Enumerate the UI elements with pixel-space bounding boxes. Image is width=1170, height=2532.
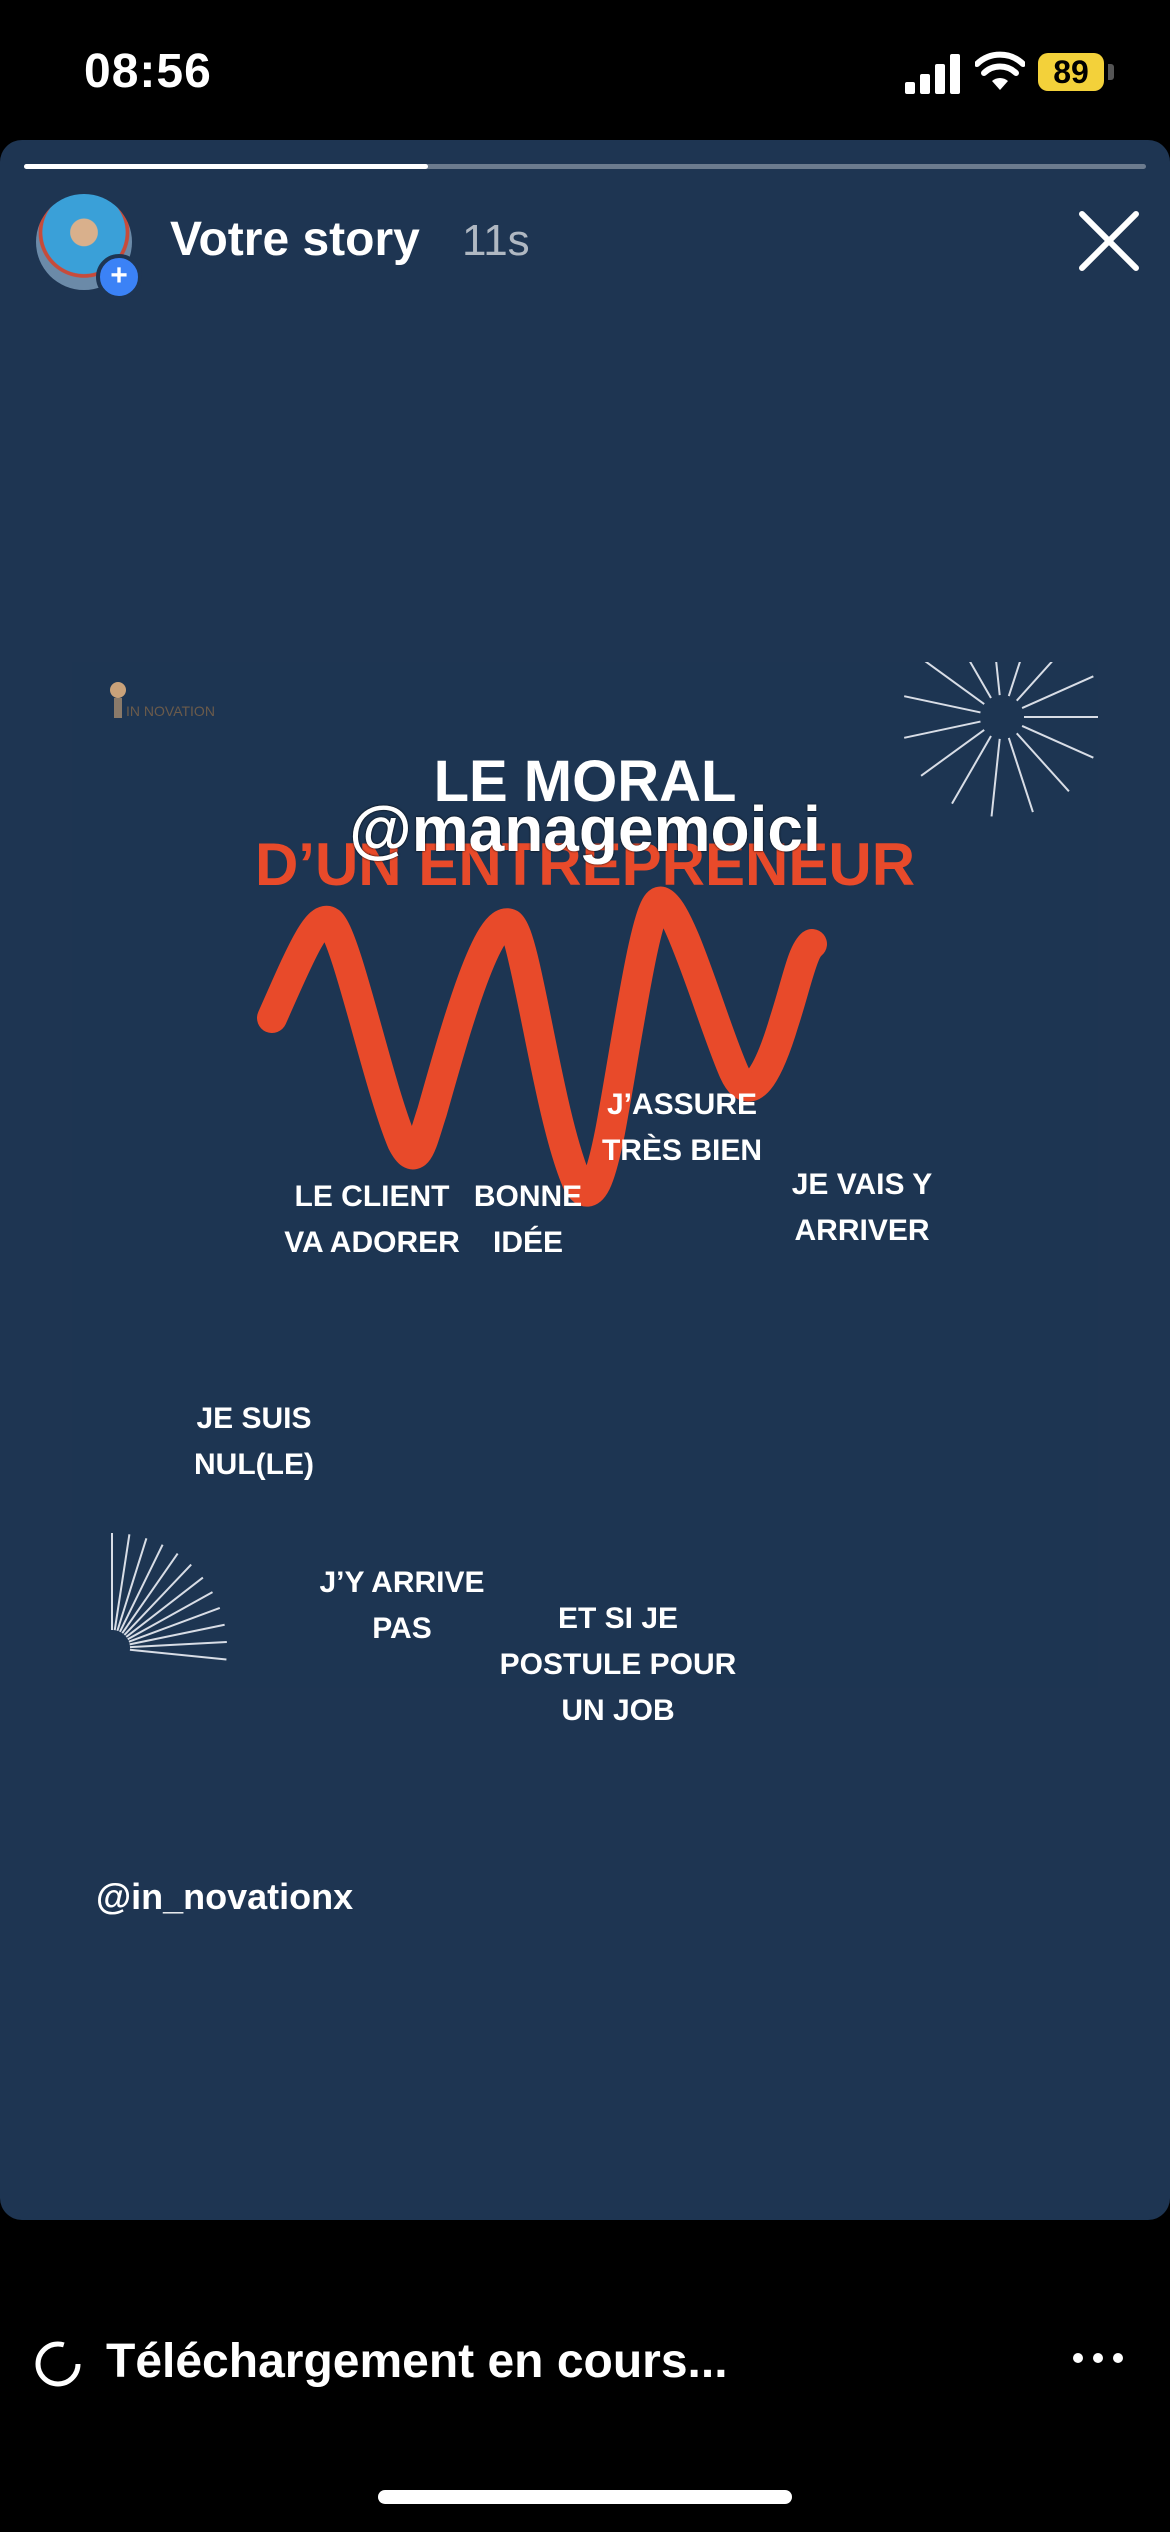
sparkle-decoration: [903, 662, 1098, 817]
sparkle-ray: [129, 1641, 227, 1649]
sparkle-ray: [129, 1623, 225, 1646]
mood-wave-graphic: [257, 886, 827, 1207]
sparkle-ray: [1015, 732, 1070, 792]
wave-label-bonne-idee: BONNE IDÉE: [473, 1180, 583, 1259]
brand-logo-text: IN NOVATION: [126, 703, 215, 719]
wifi-icon: [975, 51, 1025, 90]
sparkle-ray: [116, 1537, 148, 1632]
sparkle-ray: [990, 738, 1001, 817]
sparkle-ray: [125, 1576, 204, 1638]
wave-label-je-suis: JE SUIS NUL(LE): [194, 1402, 314, 1481]
story-owner-title[interactable]: Votre story: [170, 213, 420, 266]
add-story-icon[interactable]: +: [96, 254, 142, 300]
brand-logo: IN NOVATION: [110, 682, 215, 719]
wave-label-je-vais: JE VAIS Y ARRIVER: [791, 1168, 933, 1247]
loading-spinner-icon: [35, 2341, 81, 2387]
sparkle-ray: [121, 1553, 179, 1634]
sparkle-decoration: [111, 1533, 227, 1661]
sparkle-ray: [1021, 725, 1094, 759]
sparkle-ray: [129, 1648, 227, 1661]
more-options-icon[interactable]: [1068, 2348, 1128, 2368]
mention-sticker[interactable]: @managemoici: [349, 793, 821, 865]
sparkle-ray: [924, 662, 985, 705]
story-post-image: IN NOVATION LE MORAL D’UN ENTREPRENEUR @…: [72, 662, 1098, 1727]
wave-label-et-si: ET SI JE POSTULE POUR UN JOB: [499, 1602, 737, 1727]
battery-indicator: 89: [1038, 53, 1104, 91]
sparkle-ray: [128, 1607, 221, 1643]
battery-nub: [1108, 64, 1114, 80]
cellular-signal-icon: [905, 54, 960, 94]
story-timestamp: 11s: [462, 216, 530, 265]
credit-mention[interactable]: @in_novationx: [96, 1876, 354, 1917]
sparkle-ray: [969, 662, 992, 699]
sparkle-ray: [127, 1591, 213, 1641]
wave-label-le-client: LE CLIENT VA ADORER: [284, 1180, 460, 1259]
upload-status-text: Téléchargement en cours...: [106, 2335, 728, 2388]
sparkle-ray: [951, 735, 992, 805]
clock: 08:56: [84, 45, 212, 98]
sparkle-ray: [903, 720, 981, 739]
status-bar: 08:56 89: [0, 0, 1170, 140]
story-progress-bar: [24, 164, 1146, 169]
bottom-bar: Téléchargement en cours...: [0, 2220, 1170, 2532]
sparkle-ray: [995, 662, 1001, 696]
story-progress-fill: [24, 164, 428, 169]
sparkle-ray: [1021, 675, 1094, 709]
sparkle-ray: [1015, 662, 1053, 702]
sparkle-ray: [119, 1544, 164, 1633]
sparkle-ray: [1007, 662, 1021, 697]
sparkle-ray: [113, 1534, 131, 1631]
sparkle-ray: [920, 729, 985, 777]
story-viewer[interactable]: + Votre story 11s IN NOVATION LE MORAL D…: [0, 140, 1170, 2220]
sparkle-ray: [123, 1563, 192, 1636]
sparkle-ray: [1007, 737, 1034, 813]
close-icon[interactable]: [1074, 206, 1144, 276]
post-subheadline: D’UN ENTREPRENEUR: [254, 831, 916, 898]
wave-label-jy-arrive: J’Y ARRIVE PAS: [319, 1566, 485, 1645]
wave-label-jassure: J’ASSURE TRÈS BIEN: [601, 1088, 763, 1167]
home-indicator[interactable]: [378, 2490, 792, 2504]
post-headline: LE MORAL: [433, 749, 737, 814]
sparkle-ray: [903, 695, 981, 714]
